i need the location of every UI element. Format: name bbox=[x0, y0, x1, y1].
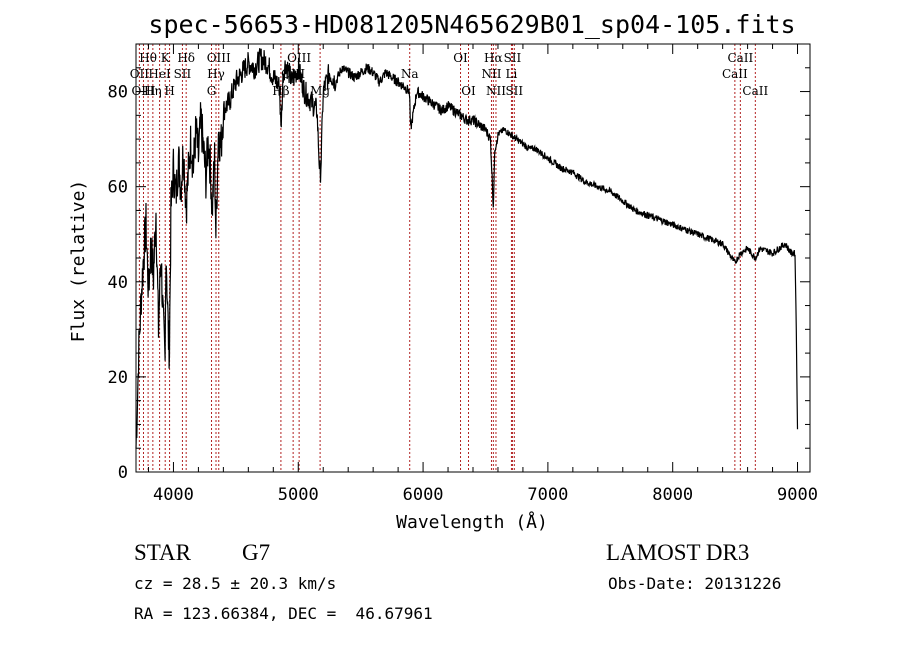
plot-frame bbox=[135, 43, 811, 473]
redshift-text: cz = 28.5 ± 20.3 km/s bbox=[134, 574, 337, 593]
line-label: Hγ bbox=[207, 67, 225, 81]
line-label: SII bbox=[505, 84, 523, 98]
x-tick-label: 7000 bbox=[527, 485, 568, 505]
y-tick-label: 60 bbox=[108, 178, 128, 198]
x-tick-label: 6000 bbox=[403, 485, 444, 505]
line-label: SII bbox=[174, 67, 192, 81]
line-label: OI bbox=[453, 51, 468, 65]
y-axis-ticks: 0 20 40 60 80 bbox=[108, 43, 810, 483]
y-axis-label: Flux (relative) bbox=[68, 180, 89, 343]
line-label: H bbox=[164, 84, 174, 98]
y-tick-label: 40 bbox=[108, 273, 128, 293]
line-label: OIII bbox=[287, 51, 311, 65]
survey-name: LAMOST DR3 bbox=[606, 540, 750, 565]
y-tick-label: 80 bbox=[108, 83, 128, 103]
line-label: G bbox=[207, 84, 217, 98]
y-tick-label: 20 bbox=[108, 368, 128, 388]
x-axis-ticks: 4000 5000 6000 7000 8000 9000 bbox=[147, 44, 818, 505]
x-tick-label: 9000 bbox=[777, 485, 818, 505]
line-label: CaII bbox=[727, 51, 753, 65]
obs-date-text: Obs-Date: 20131226 bbox=[608, 574, 782, 593]
x-tick-label: 5000 bbox=[278, 485, 319, 505]
spectrum-series-line bbox=[135, 48, 799, 449]
line-label: Hη bbox=[144, 84, 162, 98]
line-label: CaII bbox=[742, 84, 768, 98]
line-label: Hδ bbox=[177, 51, 195, 65]
x-tick-label: 8000 bbox=[652, 485, 693, 505]
y-tick-label: 0 bbox=[118, 463, 128, 483]
x-tick-label: 4000 bbox=[153, 485, 194, 505]
line-label: NII bbox=[481, 67, 501, 81]
line-label: CaII bbox=[722, 67, 748, 81]
line-label: NII bbox=[486, 84, 506, 98]
line-label: Hβ bbox=[272, 84, 289, 98]
line-markers bbox=[138, 44, 756, 472]
object-class: STAR bbox=[134, 540, 191, 565]
chart-title: spec-56653-HD081205N465629B01_sp04-105.f… bbox=[148, 10, 795, 39]
line-label: OII bbox=[130, 67, 150, 81]
line-label: HeI bbox=[148, 67, 171, 81]
line-label: OIII bbox=[131, 84, 155, 98]
coordinates-text: RA = 123.66384, DEC = 46.67961 bbox=[134, 604, 433, 623]
line-label: OI bbox=[461, 84, 476, 98]
line-label: Li bbox=[506, 67, 518, 81]
line-label: K bbox=[161, 51, 171, 65]
line-label: SII bbox=[504, 51, 522, 65]
line-label: Na bbox=[401, 67, 419, 81]
object-subclass: G7 bbox=[242, 540, 271, 565]
line-label: Hθ bbox=[139, 51, 157, 65]
line-label: OIII bbox=[207, 51, 231, 65]
x-axis-label: Wavelength (Å) bbox=[396, 511, 548, 533]
line-label: Hα bbox=[484, 51, 503, 65]
